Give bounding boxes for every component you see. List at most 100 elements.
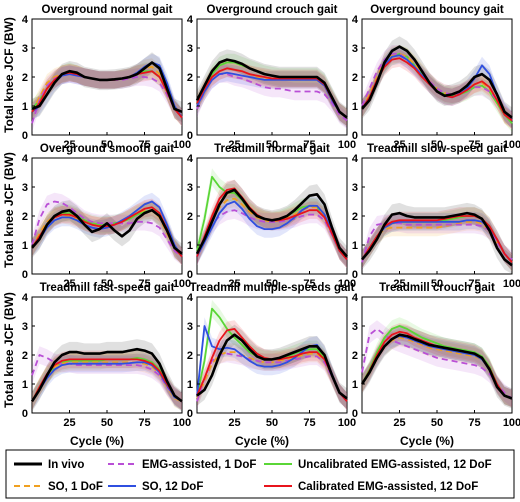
band-so-1-dof [362, 45, 512, 130]
series-line-so-1-dof [196, 197, 348, 261]
y-tick-label: 3 [187, 182, 193, 194]
x-tick-label: 75 [138, 417, 150, 429]
panel-overground-smooth-gait: Overground smooth gait 0 1 2 3 4 25 50 75 100 [22, 143, 191, 290]
y-tick-label: 3 [22, 321, 28, 333]
band-emg-assisted-1-dof [197, 65, 347, 130]
series-line-emg-assisted-1-dof [196, 352, 348, 402]
series-line-in-vivo [361, 211, 513, 267]
band-uncalibrated-emg-assisted-12-dof [32, 62, 182, 127]
panel-title: Overground crouch gait [207, 4, 338, 16]
x-tick-label: 100 [503, 139, 520, 151]
band-emg-assisted-1-dof [362, 214, 512, 272]
y-axis-label-row-1: Total knee JCF (BW) [2, 17, 16, 133]
panel-title: Treadmill crouch gait [379, 282, 495, 294]
y-tick-label: 2 [22, 211, 28, 223]
panel-overground-normal-gait: Overground normal gait 0 1 2 3 4 25 50 75 100 [22, 4, 191, 151]
series-line-so-12-dof [31, 361, 183, 403]
x-tick-label: 100 [338, 139, 356, 151]
x-tick-label: 50 [101, 139, 113, 151]
series-line-in-vivo [30, 347, 183, 403]
y-tick-label: 1 [352, 101, 358, 113]
band-emg-assisted-1-dof [32, 65, 182, 133]
band-so-12-dof [362, 327, 512, 408]
x-tick-label: 25 [393, 417, 405, 429]
x-tick-label: 50 [101, 278, 113, 290]
x-tick-label: 50 [266, 417, 278, 429]
x-tick-label: 75 [303, 278, 315, 290]
y-tick-label: 3 [352, 182, 358, 194]
series-line-calibrated-emg-assisted-12-dof [31, 206, 183, 258]
legend-label-uncalibrated-12dof: Uncalibrated EMG-assisted, 12 DoF [298, 459, 492, 471]
x-axis-label-col-1: Cycle (%) [70, 434, 124, 448]
y-axis-label-row-2: Total knee JCF (BW) [2, 152, 16, 268]
y-tick-label: 4 [352, 292, 359, 304]
series-line-emg-assisted-1-dof [361, 327, 513, 400]
panel-overground-crouch-gait: Overground crouch gait 0 1 2 3 4 25 50 75 100 [187, 4, 356, 151]
band-calibrated-emg-assisted-12-dof [197, 179, 347, 269]
band-so-1-dof [32, 58, 182, 127]
series-line-so-12-dof [196, 71, 348, 119]
y-tick-label: 1 [187, 101, 193, 113]
x-tick-label: 100 [173, 417, 191, 429]
legend-label-so-12dof: SO, 12 DoF [142, 481, 203, 493]
y-tick-label: 4 [352, 14, 359, 26]
x-axis-label-col-2: Cycle (%) [235, 434, 289, 448]
series-line-in-vivo [196, 333, 348, 400]
band-in-vivo [32, 339, 182, 412]
band-in-vivo [362, 324, 512, 409]
panel-title: Overground bouncy gait [370, 4, 504, 16]
y-tick-label: 0 [352, 269, 358, 281]
y-tick-label: 4 [22, 153, 29, 165]
series-line-so-12-dof [31, 200, 183, 258]
x-tick-label: 100 [338, 417, 356, 429]
band-in-vivo [362, 36, 512, 128]
panel-title: Overground normal gait [42, 4, 173, 16]
band-calibrated-emg-assisted-12-dof [197, 320, 347, 411]
x-tick-label: 25 [228, 417, 240, 429]
y-tick-label: 2 [352, 72, 358, 84]
panel-treadmill-multiple-speeds-gait: Treadmill multiple-speeds gait 0 1 2 3 4 25 50 7… [187, 282, 356, 429]
x-tick-label: 25 [63, 417, 75, 429]
legend-label-so-1dof: SO, 1 DoF [48, 481, 103, 493]
panel-overground-bouncy-gait: Overground bouncy gait 0 1 2 3 4 25 50 75 100 [352, 4, 520, 151]
y-tick-label: 3 [187, 43, 193, 55]
y-tick-label: 3 [22, 182, 28, 194]
x-tick-label: 25 [63, 139, 75, 151]
panel-title: Treadmill fast-speed gait [40, 282, 175, 294]
x-tick-label: 75 [138, 139, 150, 151]
y-tick-label: 4 [22, 14, 29, 26]
panel-treadmill-normal-gait: Treadmill normal gait 0 1 2 3 4 25 50 75 100 [187, 143, 356, 290]
y-tick-label: 2 [22, 72, 28, 84]
x-tick-label: 50 [266, 139, 278, 151]
y-tick-label: 2 [22, 350, 28, 362]
band-emg-assisted-1-dof [362, 45, 512, 130]
y-tick-label: 4 [352, 153, 359, 165]
x-tick-label: 75 [468, 417, 480, 429]
band-in-vivo [197, 179, 347, 267]
y-tick-label: 2 [352, 350, 358, 362]
y-tick-label: 0 [187, 408, 193, 420]
band-emg-assisted-1-dof [197, 201, 347, 269]
y-tick-label: 0 [22, 130, 28, 142]
panel-treadmill-crouch-gait: Treadmill crouch gait 0 1 2 3 4 25 50 75 100 [352, 282, 520, 429]
y-tick-label: 1 [22, 240, 28, 252]
y-axis-label-row-3: Total knee JCF (BW) [2, 292, 16, 408]
series-line-in-vivo [31, 61, 183, 114]
x-axis-label-col-3: Cycle (%) [400, 434, 454, 448]
panel-title: Treadmill slow-speed gait [367, 143, 507, 155]
y-tick-label: 0 [352, 408, 358, 420]
band-uncalibrated-emg-assisted-12-dof [197, 53, 347, 127]
y-tick-label: 3 [22, 43, 28, 55]
y-tick-label: 4 [22, 292, 29, 304]
series-line-so-1-dof [31, 361, 183, 403]
series-line-in-vivo [195, 58, 348, 119]
legend-label-emg-1dof: EMG-assisted, 1 DoF [142, 459, 256, 471]
series-line-in-vivo [195, 188, 348, 258]
y-tick-label: 1 [22, 101, 28, 113]
x-tick-label: 25 [393, 278, 405, 290]
panel-title: Treadmill normal gait [214, 143, 330, 155]
band-emg-assisted-1-dof [362, 320, 512, 408]
band-so-12-dof [362, 211, 512, 272]
x-tick-label: 100 [503, 417, 520, 429]
